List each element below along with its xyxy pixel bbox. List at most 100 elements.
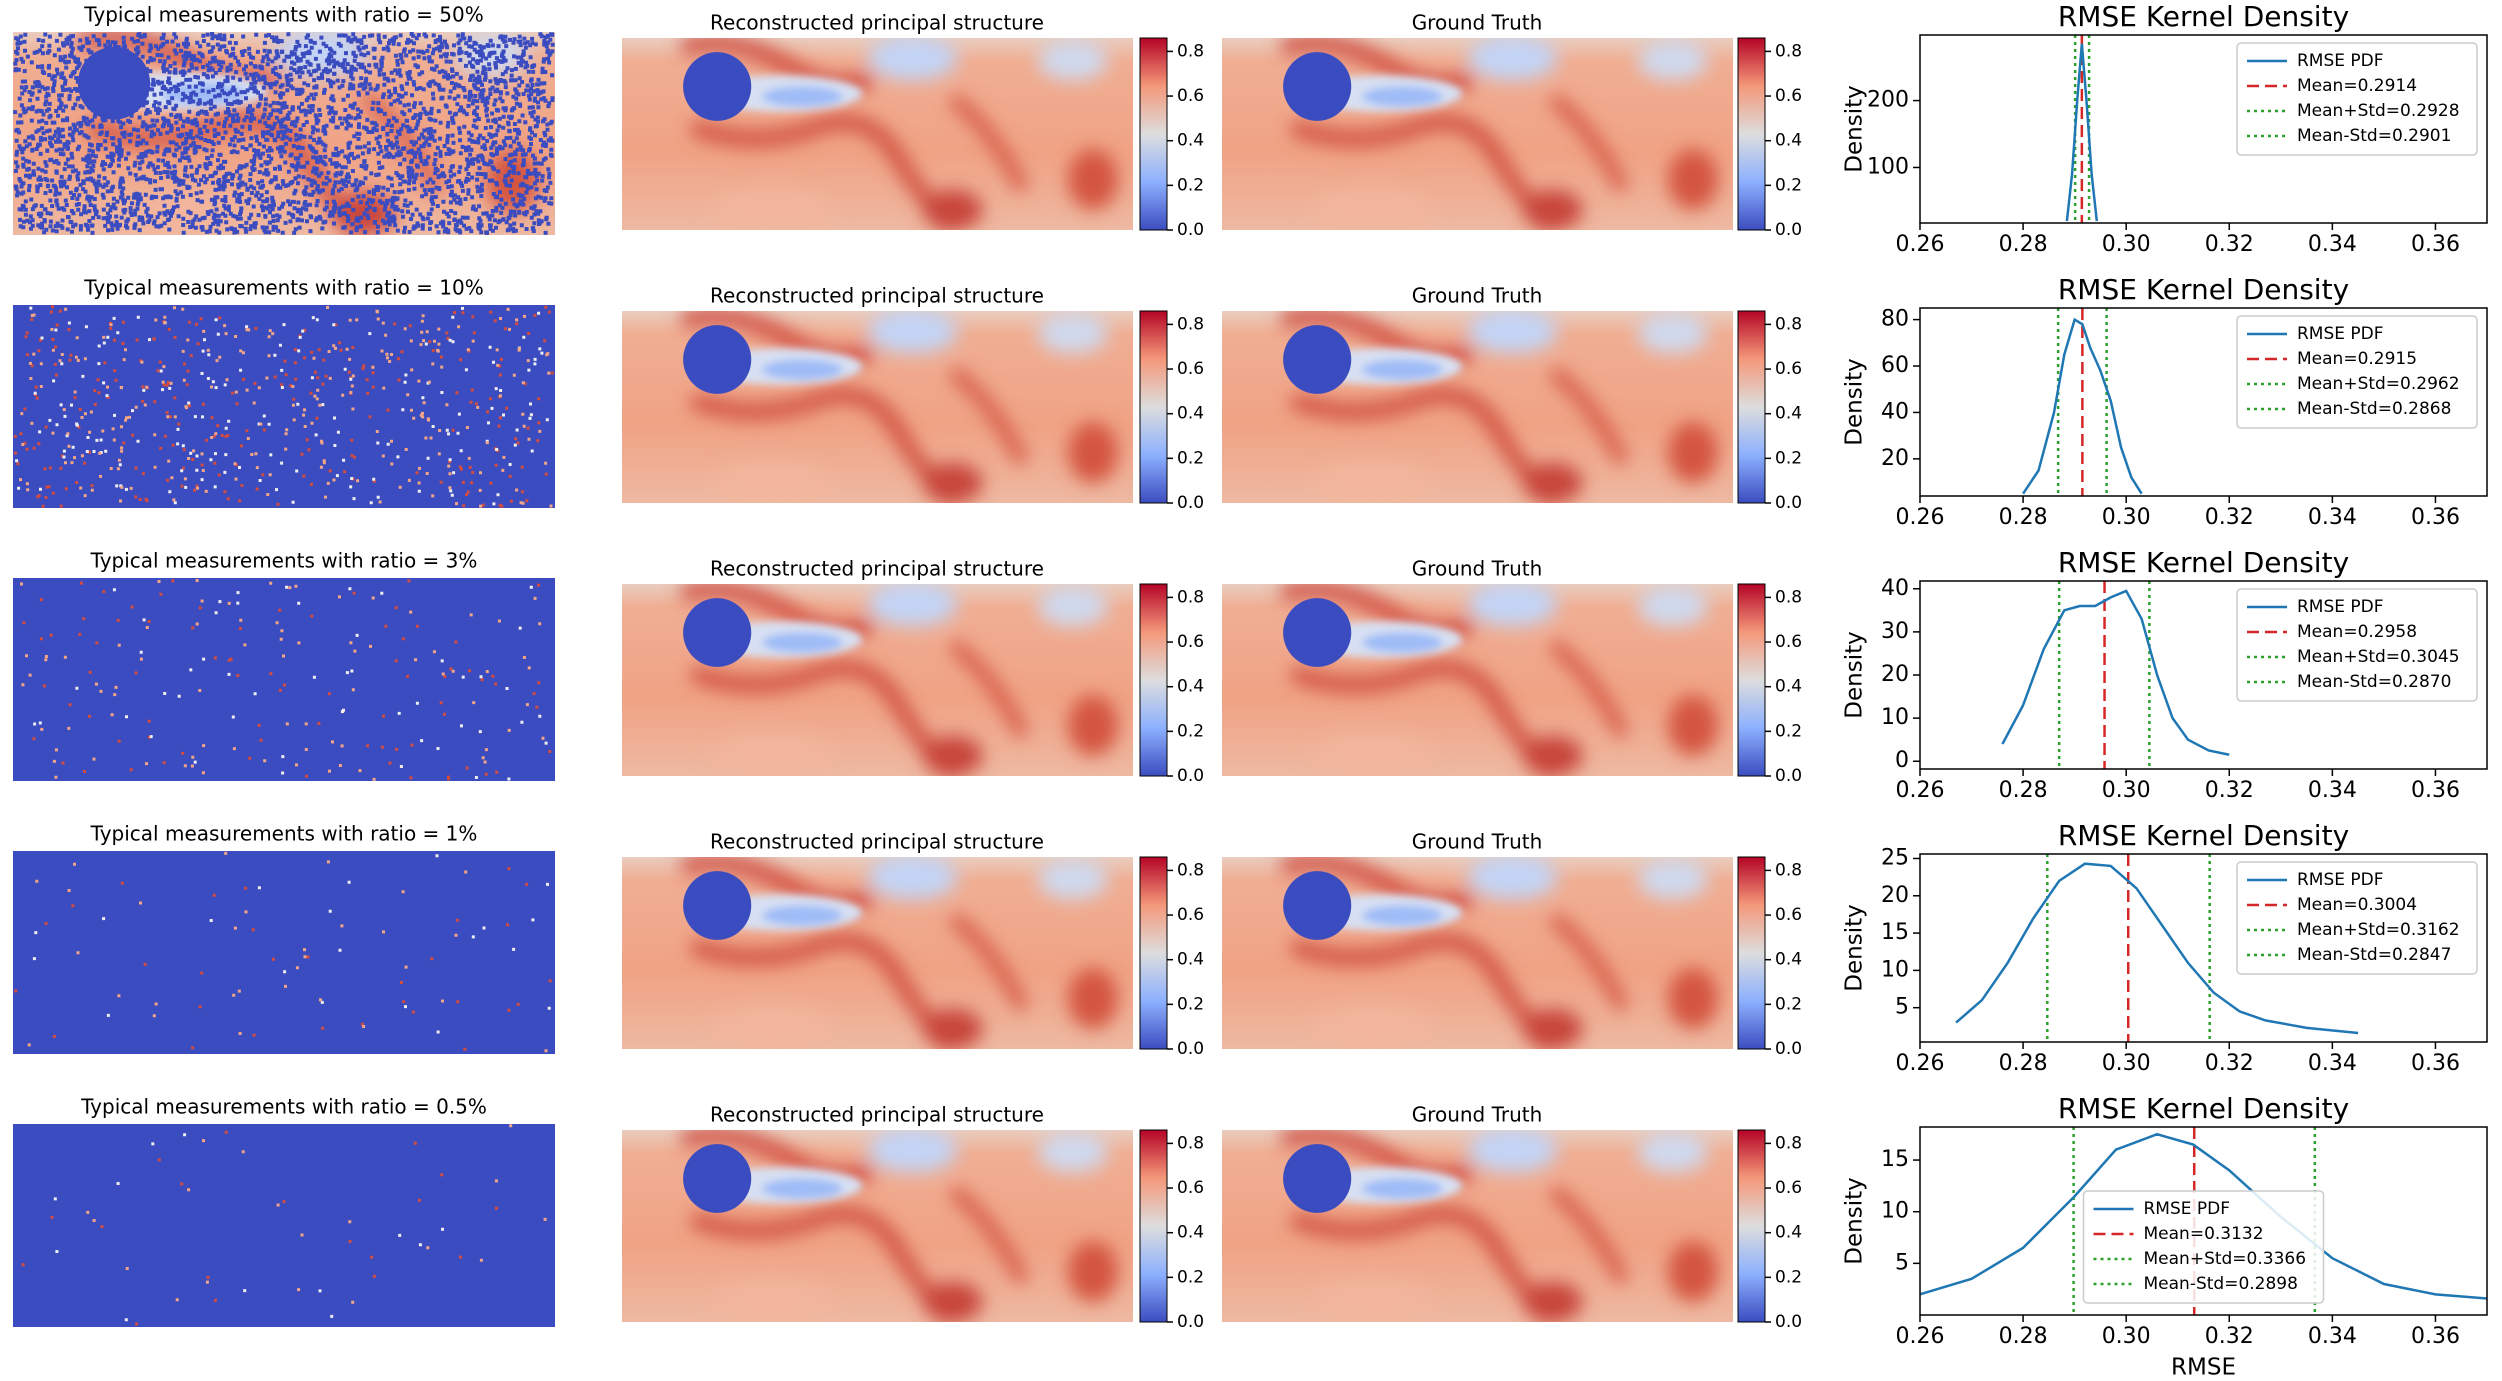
colorbar-tick-label: 0.2 — [1775, 175, 1802, 195]
colorbar — [1139, 310, 1168, 504]
legend-label: Mean-Std=0.2847 — [2297, 945, 2451, 965]
density-curve — [1919, 1132, 2488, 1300]
x-tick-label: 0.34 — [2308, 505, 2357, 530]
legend-box — [2236, 42, 2478, 156]
colorbar-tick-label: 0.2 — [1775, 448, 1802, 468]
y-tick-label: 20 — [1881, 446, 1909, 471]
measurement-title: Typical measurements with ratio = 3% — [90, 549, 478, 573]
colorbar-tick-label: 0.6 — [1775, 86, 1802, 106]
y-tick-label: 200 — [1867, 88, 1909, 113]
x-tick-label: 0.30 — [2102, 1324, 2151, 1349]
x-tick-label: 0.32 — [2205, 1324, 2254, 1349]
truth-title: Ground Truth — [1412, 284, 1543, 308]
chart-title: RMSE Kernel Density — [2058, 819, 2349, 852]
reconstruction-image — [622, 582, 1133, 776]
colorbar-tick-label: 0.8 — [1177, 860, 1204, 880]
y-tick-label: 0 — [1895, 748, 1909, 773]
x-tick-label: 0.34 — [2308, 232, 2357, 257]
y-tick-label: 40 — [1881, 576, 1909, 601]
truth-image — [1222, 855, 1733, 1049]
x-tick-label: 0.30 — [2102, 778, 2151, 803]
legend-label: RMSE PDF — [2297, 51, 2384, 71]
y-tick-label: 25 — [1881, 845, 1909, 870]
colorbar-tick-label: 0.4 — [1177, 677, 1204, 697]
x-tick-label: 0.26 — [1896, 1324, 1945, 1349]
measurement-image — [13, 32, 555, 235]
density-curve — [2001, 589, 2230, 756]
truth-title: Ground Truth — [1412, 830, 1543, 854]
x-tick-label: 0.32 — [2205, 232, 2254, 257]
colorbar-tick-label: 0.0 — [1177, 1039, 1204, 1059]
colorbar-tick-label: 0.6 — [1775, 359, 1802, 379]
legend-label: Mean=0.3004 — [2297, 895, 2417, 915]
axes-frame — [1919, 853, 2488, 1043]
truth-image — [1222, 309, 1733, 503]
x-tick-label: 0.34 — [2308, 1051, 2357, 1076]
legend-label: Mean=0.2958 — [2297, 622, 2417, 642]
x-tick-label: 0.26 — [1896, 232, 1945, 257]
colorbar-tick-label: 0.6 — [1177, 632, 1204, 652]
colorbar — [1737, 583, 1766, 777]
colorbar-tick-label: 0.2 — [1177, 994, 1204, 1014]
x-axis-label: RMSE — [2171, 1355, 2236, 1381]
x-tick-label: 0.30 — [2102, 232, 2151, 257]
colorbar-tick-label: 0.8 — [1775, 314, 1802, 334]
y-tick-label: 10 — [1881, 957, 1909, 982]
truth-image — [1222, 36, 1733, 230]
colorbar-tick-label: 0.8 — [1177, 41, 1204, 61]
colorbar-tick-label: 0.8 — [1775, 860, 1802, 880]
colorbar-tick-label: 0.2 — [1775, 994, 1802, 1014]
y-tick-label: 15 — [1881, 920, 1909, 945]
colorbar-tick-label: 0.6 — [1177, 1178, 1204, 1198]
y-tick-label: 80 — [1881, 307, 1909, 332]
measurement-background — [13, 851, 555, 1054]
y-tick-label: 10 — [1881, 705, 1909, 730]
measurement-dots — [13, 305, 554, 508]
colorbar-tick-label: 0.6 — [1177, 359, 1204, 379]
colorbar-tick-label: 0.6 — [1775, 905, 1802, 925]
axes-frame — [1919, 34, 2488, 224]
x-tick-label: 0.32 — [2205, 778, 2254, 803]
colorbar — [1139, 1129, 1168, 1323]
legend-label: Mean=0.2915 — [2297, 349, 2417, 369]
legend-label: Mean+Std=0.3366 — [2144, 1249, 2307, 1269]
legend-label: RMSE PDF — [2297, 324, 2384, 344]
chart-title: RMSE Kernel Density — [2058, 273, 2349, 306]
x-tick-label: 0.36 — [2411, 232, 2460, 257]
axes-frame — [1919, 1126, 2488, 1316]
truth-image — [1222, 582, 1733, 776]
truth-title: Ground Truth — [1412, 1103, 1543, 1127]
x-tick-label: 0.32 — [2205, 505, 2254, 530]
x-tick-label: 0.28 — [1999, 232, 2048, 257]
colorbar-tick-label: 0.4 — [1775, 404, 1802, 424]
colorbar — [1737, 856, 1766, 1050]
measurement-image — [13, 1124, 555, 1327]
colorbar-tick-label: 0.4 — [1177, 1223, 1204, 1243]
y-tick-label: 10 — [1881, 1199, 1909, 1224]
colorbar-tick-label: 0.0 — [1775, 1039, 1802, 1059]
x-tick-label: 0.26 — [1896, 505, 1945, 530]
reconstruction-image — [622, 855, 1133, 1049]
colorbar-tick-label: 0.8 — [1177, 314, 1204, 334]
colorbar-tick-label: 0.8 — [1775, 587, 1802, 607]
legend-box — [2236, 588, 2478, 702]
colorbar-tick-label: 0.0 — [1775, 1312, 1802, 1332]
colorbar-tick-label: 0.4 — [1177, 131, 1204, 151]
y-tick-label: 30 — [1881, 619, 1909, 644]
colorbar — [1737, 310, 1766, 504]
colorbar-tick-label: 0.6 — [1775, 632, 1802, 652]
y-axis-label: Density — [1842, 358, 1868, 445]
density-curve — [2022, 317, 2143, 495]
legend-label: Mean=0.3132 — [2144, 1224, 2264, 1244]
legend-label: Mean+Std=0.3162 — [2297, 920, 2460, 940]
reconstruction-image — [622, 36, 1133, 230]
measurement-dots — [13, 32, 555, 235]
colorbar-tick-label: 0.0 — [1177, 493, 1204, 513]
truth-image — [1222, 1128, 1733, 1322]
x-tick-label: 0.32 — [2205, 1051, 2254, 1076]
colorbar-tick-label: 0.8 — [1177, 1133, 1204, 1153]
y-tick-label: 5 — [1895, 995, 1909, 1020]
density-curve — [1955, 862, 2359, 1035]
colorbar-tick-label: 0.4 — [1177, 950, 1204, 970]
measurement-title: Typical measurements with ratio = 1% — [90, 822, 478, 846]
